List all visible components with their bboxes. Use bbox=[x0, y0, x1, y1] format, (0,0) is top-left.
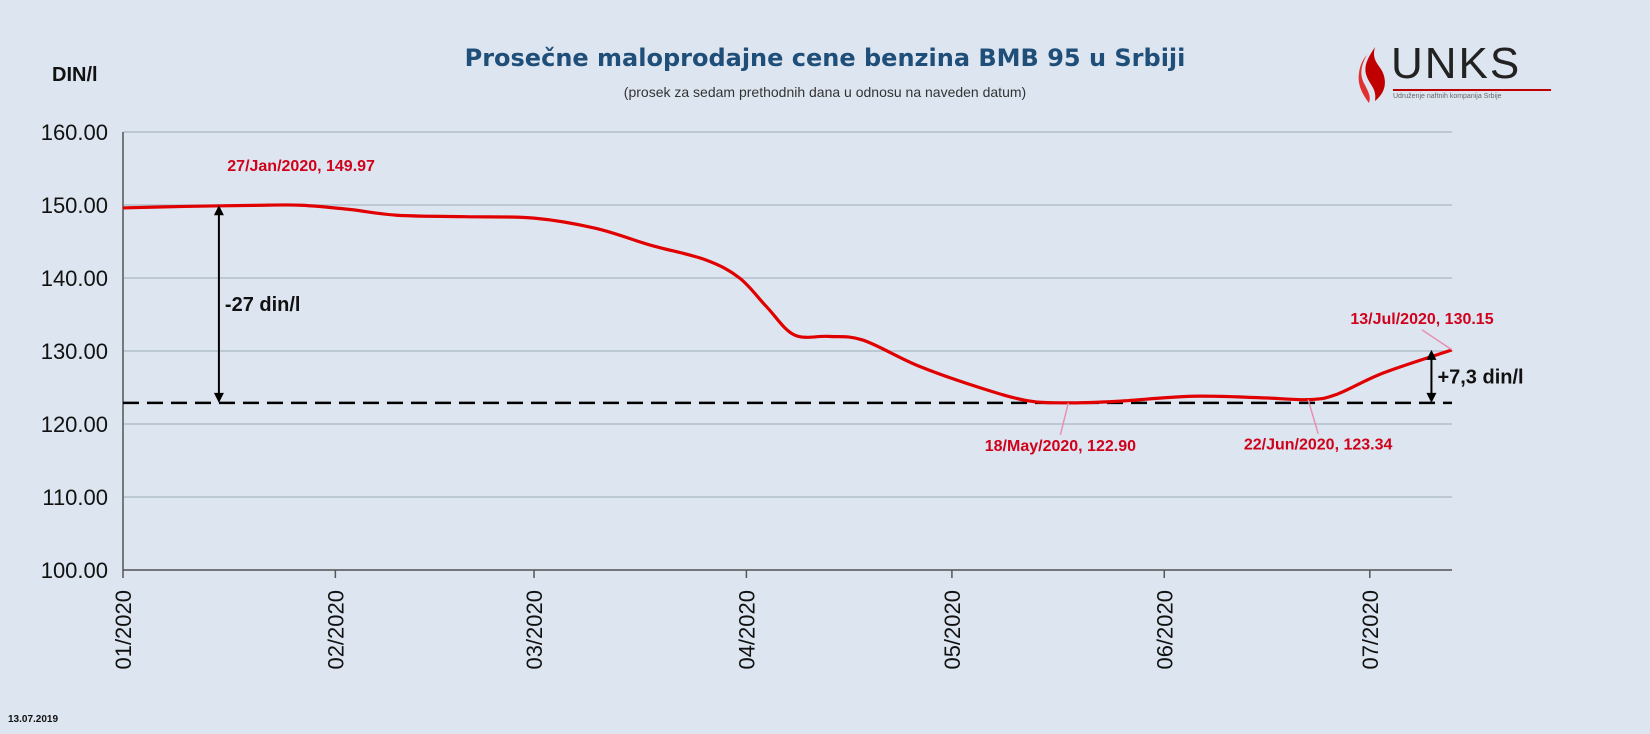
difference-arrow-head-down bbox=[213, 392, 224, 403]
y-tick-label: 140.00 bbox=[41, 266, 108, 291]
x-tick-label: 06/2020 bbox=[1152, 590, 1177, 670]
y-tick-label: 100.00 bbox=[41, 558, 108, 583]
x-tick-label: 05/2020 bbox=[940, 590, 965, 670]
annotation-label: 27/Jan/2020, 149.97 bbox=[227, 158, 375, 175]
annotation-leader bbox=[1307, 399, 1319, 434]
x-tick-label: 04/2020 bbox=[734, 590, 759, 670]
logo-tagline: Udruženje naftnih kompanija Srbije bbox=[1393, 93, 1502, 100]
annotation-leader bbox=[1421, 329, 1453, 351]
line-layer bbox=[122, 203, 1453, 405]
annotation-label: 18/May/2020, 122.90 bbox=[985, 438, 1136, 455]
difference-label: +7,3 din/l bbox=[1437, 366, 1523, 388]
difference-arrow-head-up bbox=[213, 205, 224, 216]
x-tick-label: 02/2020 bbox=[323, 590, 348, 670]
chart-subtitle: (prosek za sedam prethodnih dana u odnos… bbox=[623, 84, 1027, 100]
y-tick-label: 150.00 bbox=[41, 193, 108, 218]
flame-icon bbox=[1358, 47, 1385, 103]
x-tick-label: 03/2020 bbox=[522, 590, 547, 670]
axis-layer: 100.00 110.00 120.00 130.00 140.00 150.00 160.… bbox=[41, 120, 1452, 670]
y-tick-label: 130.00 bbox=[41, 339, 108, 364]
y-tick-label: 110.00 bbox=[42, 485, 108, 510]
annotation-label: 13/Jul/2020, 130.15 bbox=[1350, 311, 1493, 328]
annotation-label: 22/Jun/2020, 123.34 bbox=[1244, 437, 1393, 454]
logo-text: UNKS bbox=[1391, 39, 1522, 88]
annotation-leader bbox=[1059, 402, 1070, 436]
y-axis-label: DIN/l bbox=[52, 64, 98, 86]
y-tick-label: 120.00 bbox=[41, 412, 108, 437]
grid-layer bbox=[123, 131, 1452, 571]
difference-arrow-head-down bbox=[1426, 392, 1437, 403]
y-tick-label: 160.00 bbox=[41, 120, 108, 145]
logo-underline bbox=[1393, 89, 1551, 91]
unks-logo: UNKS Udruženje naftnih kompanija Srbije bbox=[1357, 39, 1557, 105]
x-tick-label: 07/2020 bbox=[1358, 590, 1383, 670]
difference-arrow-head-up bbox=[1426, 349, 1437, 360]
difference-label: -27 din/l bbox=[225, 294, 301, 316]
x-tick-label: 01/2020 bbox=[111, 590, 136, 670]
footer-date: 13.07.2019 bbox=[8, 714, 59, 725]
annotation-layer: 27/Jan/2020, 149.97 18/May/2020, 122.90 22… bbox=[213, 158, 1524, 455]
chart-title: Prosečne maloprodajne cene benzina BMB 9… bbox=[464, 44, 1186, 72]
price-series-line bbox=[122, 203, 1453, 405]
